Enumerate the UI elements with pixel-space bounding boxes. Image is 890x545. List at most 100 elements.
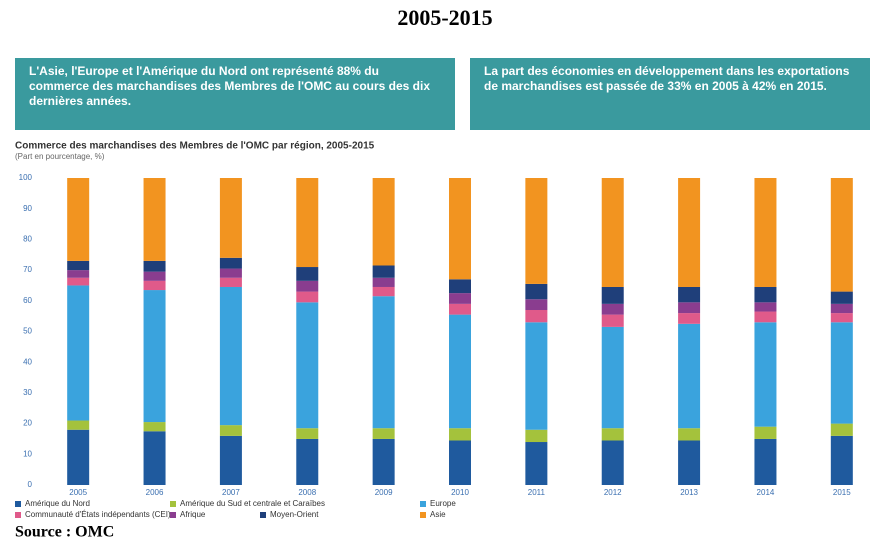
- legend-label: Moyen-Orient: [270, 510, 319, 519]
- bar-segment: [67, 429, 90, 485]
- bar-segment: [67, 277, 90, 286]
- bar-segment: [678, 286, 701, 303]
- bar-segment: [219, 286, 242, 426]
- bar-segment: [525, 283, 548, 300]
- bar-segment: [601, 440, 624, 485]
- bar-segment: [830, 178, 853, 292]
- x-tick-label: 2015: [833, 488, 851, 497]
- legend-swatch: [420, 501, 426, 507]
- x-tick-label: 2006: [146, 488, 164, 497]
- bar-segment: [449, 178, 471, 280]
- bar-segment: [143, 178, 166, 261]
- bar-segment: [372, 277, 395, 287]
- legend-swatch: [420, 512, 426, 518]
- bar-segment: [754, 322, 777, 427]
- bar-segment: [143, 271, 166, 281]
- legend-label: Amérique du Sud et centrale et Caraïbes: [180, 499, 325, 508]
- bar-segment: [449, 440, 471, 485]
- bar-segment: [601, 326, 624, 429]
- legend-label: Asie: [430, 510, 446, 519]
- bar-segment: [143, 422, 166, 432]
- y-tick-label: 30: [23, 388, 32, 397]
- y-tick-label: 90: [23, 204, 32, 213]
- bar-segment: [678, 440, 701, 485]
- bar-segment: [372, 296, 395, 429]
- y-tick-label: 100: [19, 173, 33, 182]
- bar-segment: [754, 438, 777, 485]
- bar-segment: [525, 442, 548, 485]
- bar-segment: [754, 178, 777, 287]
- legend-label: Afrique: [180, 510, 206, 519]
- bar-segment: [830, 423, 853, 436]
- bar-segment: [601, 178, 624, 287]
- legend-swatch: [15, 501, 21, 507]
- bar-segment: [525, 299, 548, 311]
- bar-segment: [67, 420, 90, 430]
- bar-segment: [678, 428, 701, 441]
- bar-segment: [296, 178, 319, 268]
- bar-segment: [219, 435, 242, 485]
- bar-segment: [678, 178, 701, 287]
- x-tick-label: 2010: [451, 488, 469, 497]
- y-tick-label: 80: [23, 235, 32, 244]
- bar-segment: [219, 277, 242, 287]
- y-tick-label: 0: [28, 480, 33, 489]
- x-tick-label: 2012: [604, 488, 622, 497]
- legend-swatch: [260, 512, 266, 518]
- bar-segment: [830, 435, 853, 485]
- bar-segment: [296, 267, 319, 281]
- source: Source : OMC: [15, 524, 114, 541]
- y-tick-label: 70: [23, 265, 32, 274]
- bar-segment: [67, 260, 90, 271]
- bar-segment: [67, 178, 90, 261]
- bar-segment: [754, 311, 777, 323]
- bar-segment: [678, 302, 701, 314]
- bar-segment: [296, 438, 319, 485]
- bar-segment: [830, 322, 853, 424]
- legend-swatch: [170, 512, 176, 518]
- y-tick-label: 40: [23, 357, 32, 366]
- chart-title: Commerce des marchandises des Membres de…: [15, 141, 375, 152]
- bar-segment: [219, 268, 242, 278]
- bar-segment: [67, 270, 90, 278]
- y-tick-label: 20: [23, 419, 32, 428]
- y-tick-label: 50: [23, 327, 32, 336]
- x-tick-label: 2005: [69, 488, 87, 497]
- bar-segment: [219, 257, 242, 269]
- bar-segment: [525, 429, 548, 443]
- bar-segment: [449, 293, 471, 304]
- x-tick-label: 2013: [680, 488, 698, 497]
- heading: 2005-2015: [397, 5, 492, 30]
- bar-segment: [830, 303, 853, 314]
- y-tick-label: 60: [23, 296, 32, 305]
- bar-segment: [601, 286, 624, 304]
- bar-segment: [143, 260, 166, 272]
- bar-segment: [449, 279, 471, 294]
- bar-segment: [219, 425, 242, 436]
- annotation: La part des économies en développement d…: [470, 58, 870, 130]
- bar-segment: [449, 314, 471, 429]
- bar-segment: [754, 302, 777, 312]
- bar-segment: [601, 314, 624, 327]
- bar-segment: [525, 178, 548, 284]
- bar-segment: [143, 290, 166, 423]
- bar-segment: [830, 291, 853, 304]
- bar-segment: [372, 438, 395, 485]
- bar-segment: [296, 280, 319, 292]
- legend-swatch: [15, 512, 21, 518]
- bar-segment: [143, 431, 166, 485]
- bar-segment: [372, 428, 395, 439]
- bar-segment: [449, 303, 471, 315]
- bar-segment: [296, 428, 319, 439]
- legend-swatch: [170, 501, 176, 507]
- bar-segment: [601, 303, 624, 315]
- x-tick-label: 2011: [528, 488, 546, 497]
- bar-segment: [601, 428, 624, 441]
- bar-segment: [525, 310, 548, 323]
- bar-segment: [525, 322, 548, 430]
- chart-subtitle: (Part en pourcentage, %): [15, 152, 105, 161]
- bar-segment: [296, 302, 319, 429]
